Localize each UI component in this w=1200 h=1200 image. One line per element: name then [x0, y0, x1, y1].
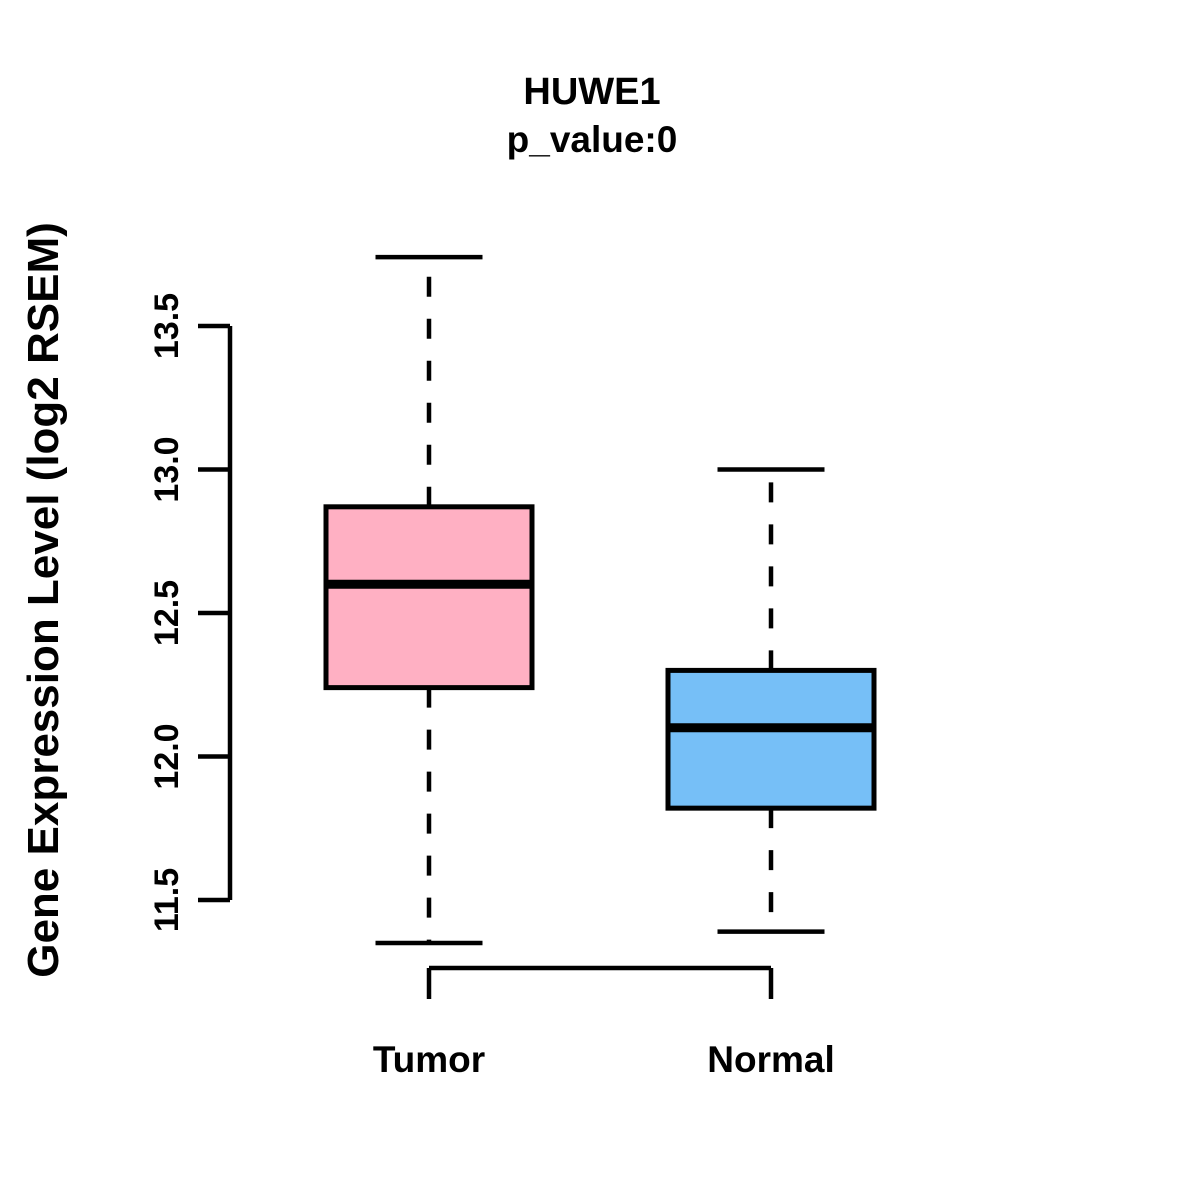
y-tick-label: 13.0 — [148, 436, 186, 502]
iqr-box-normal — [665, 667, 877, 811]
y-tick-label: 11.5 — [148, 868, 186, 932]
iqr-box-tumor — [323, 504, 535, 691]
x-category-label: Normal — [707, 1039, 834, 1080]
y-tick-label: 12.0 — [148, 723, 186, 789]
y-tick-label: 12.5 — [148, 580, 186, 646]
x-category-label: Tumor — [373, 1039, 485, 1080]
y-axis-label: Gene Expression Level (log2 RSEM) — [19, 222, 68, 978]
chart-title: HUWE1 — [523, 71, 660, 113]
chart-subtitle: p_value:0 — [507, 119, 678, 160]
plot-area: 11.5 12.0 12.5 13.0 13.5 Tumor Normal — [148, 254, 877, 1080]
y-tick-label: 13.5 — [148, 293, 186, 359]
